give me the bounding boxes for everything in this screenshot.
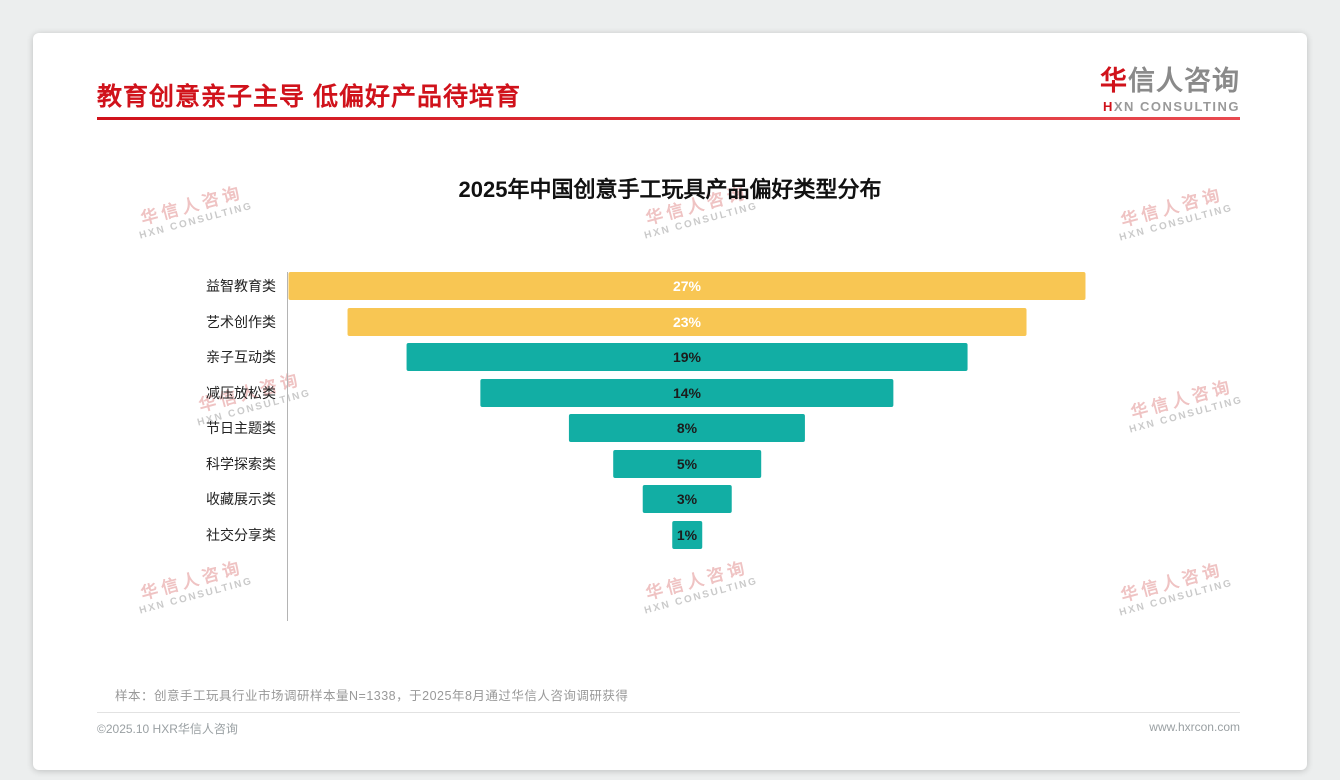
chart-rows: 益智教育类 27% 艺术创作类 23% 亲子互动类 19% 减压放松类 14% 节日主题类 8% 科…	[97, 272, 1097, 549]
plot-area-2: 19%	[288, 343, 1086, 371]
copyright-text: ©2025.10 HXR华信人咨询	[97, 722, 238, 736]
title-underline	[97, 117, 1240, 120]
plot-area-4: 8%	[288, 414, 1086, 442]
brand-logo-rest-chars: 信人咨询	[1128, 66, 1240, 96]
category-label-3: 减压放松类	[206, 384, 276, 401]
page-title: 教育创意亲子主导 低偏好产品待培育	[97, 83, 521, 111]
brand-logo-english: HXN CONSULTING	[1100, 99, 1240, 114]
chart-row-6: 收藏展示类 3%	[97, 485, 1097, 513]
funnel-bar-5: 5%	[613, 449, 761, 478]
brand-logo-en-accent: H	[1102, 99, 1114, 114]
funnel-bar-2: 19%	[406, 343, 968, 371]
y-axis-line	[287, 272, 288, 621]
category-label-5: 科学探索类	[206, 455, 276, 472]
brand-logo: 华信人咨询 HXN CONSULTING	[1100, 59, 1240, 114]
category-label-4: 节日主题类	[206, 420, 276, 436]
watermark-4: 华信人咨询 HXN CONSULTING	[1082, 360, 1285, 447]
watermark-line1: 华信人咨询	[1118, 559, 1226, 606]
funnel-bar-3: 14%	[480, 378, 894, 407]
chart-row-4: 节日主题类 8%	[97, 414, 1097, 442]
category-label-2: 亲子互动类	[206, 349, 276, 365]
footer-divider	[97, 712, 1240, 713]
plot-area-7: 1%	[288, 520, 1086, 549]
brand-logo-en-rest: XN CONSULTING	[1113, 99, 1240, 114]
watermark-line2: HXN CONSULTING	[1128, 394, 1245, 436]
funnel-bar-chart: 益智教育类 27% 艺术创作类 23% 亲子互动类 19% 减压放松类 14% 节日主题类 8% 科…	[97, 272, 1097, 621]
funnel-bar-4: 8%	[568, 414, 806, 442]
category-label-1: 艺术创作类	[206, 313, 276, 330]
sample-note: 样本：创意手工玩具行业市场调研样本量N=1338，于2025年8月通过华信人咨询…	[115, 689, 629, 703]
plot-area-5: 5%	[288, 449, 1086, 478]
chart-row-7: 社交分享类 1%	[97, 520, 1097, 549]
watermark-line2: HXN CONSULTING	[138, 575, 255, 617]
chart-row-1: 艺术创作类 23%	[97, 307, 1097, 336]
plot-area-6: 3%	[288, 485, 1086, 513]
watermark-7: 华信人咨询 HXN CONSULTING	[1072, 543, 1275, 630]
chart-row-0: 益智教育类 27%	[97, 272, 1097, 300]
chart-title: 2025年中国创意手工玩具产品偏好类型分布	[458, 177, 882, 202]
funnel-bar-0: 27%	[288, 272, 1086, 300]
chart-row-3: 减压放松类 14%	[97, 378, 1097, 407]
brand-logo-chinese: 华信人咨询	[1100, 59, 1240, 98]
chart-row-2: 亲子互动类 19%	[97, 343, 1097, 371]
footer: ©2025.10 HXR华信人咨询 www.hxrcon.com	[97, 720, 1240, 737]
category-label-7: 社交分享类	[206, 526, 276, 543]
plot-area-0: 27%	[288, 272, 1086, 300]
report-card: 华信人咨询 HXN CONSULTING 华信人咨询 HXN CONSULTING 华信…	[33, 33, 1307, 770]
plot-area-1: 23%	[288, 307, 1086, 336]
category-label-6: 收藏展示类	[206, 491, 276, 507]
funnel-bar-1: 23%	[347, 307, 1027, 336]
chart-row-5: 科学探索类 5%	[97, 449, 1097, 478]
funnel-bar-7: 1%	[672, 520, 702, 549]
website-text: www.hxrcon.com	[1149, 720, 1240, 734]
watermark-line2: HXN CONSULTING	[1118, 577, 1235, 619]
funnel-bar-6: 3%	[642, 485, 732, 513]
plot-area-3: 14%	[288, 378, 1086, 407]
brand-logo-accent-char: 华	[1100, 66, 1128, 96]
watermark-line2: HXN CONSULTING	[643, 575, 760, 617]
category-label-0: 益智教育类	[206, 278, 276, 294]
watermark-line1: 华信人咨询	[1128, 376, 1236, 423]
